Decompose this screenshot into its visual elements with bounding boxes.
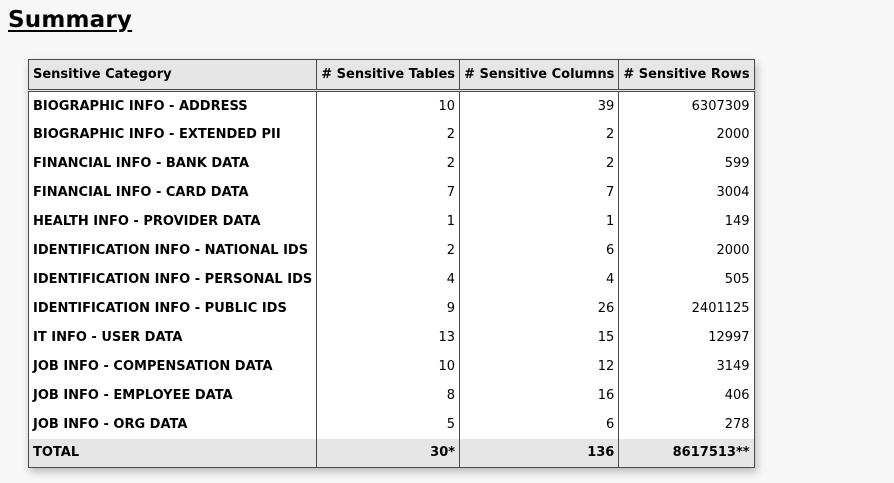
cell-category: IT INFO - USER DATA	[28, 322, 317, 352]
header-sensitive-rows: # Sensitive Rows	[618, 59, 755, 92]
table-row: IDENTIFICATION INFO - PERSONAL IDS 4 4 505	[28, 264, 755, 294]
cell-columns: 26	[459, 293, 619, 323]
cell-columns: 6	[459, 409, 619, 439]
cell-category: IDENTIFICATION INFO - NATIONAL IDS	[28, 235, 317, 265]
cell-rows: 2000	[618, 119, 755, 149]
cell-rows: 149	[618, 206, 755, 236]
cell-rows: 278	[618, 409, 755, 439]
table-row: IDENTIFICATION INFO - PUBLIC IDS 9 26 24011…	[28, 293, 755, 323]
cell-rows: 2401125	[618, 293, 755, 323]
cell-rows: 6307309	[618, 90, 755, 120]
cell-tables: 8	[316, 380, 460, 410]
cell-category: BIOGRAPHIC INFO - ADDRESS	[28, 90, 317, 120]
table-row: BIOGRAPHIC INFO - EXTENDED PII 2 2 2000	[28, 119, 755, 149]
cell-columns: 2	[459, 119, 619, 149]
cell-columns: 39	[459, 90, 619, 120]
table-row: JOB INFO - COMPENSATION DATA 10 12 3149	[28, 351, 755, 381]
cell-columns: 2	[459, 148, 619, 178]
cell-category: JOB INFO - ORG DATA	[28, 409, 317, 439]
cell-columns: 15	[459, 322, 619, 352]
total-columns: 136	[459, 438, 619, 468]
table-row: IDENTIFICATION INFO - NATIONAL IDS 2 6 2000	[28, 235, 755, 265]
total-row: TOTAL 30* 136 8617513**	[28, 438, 755, 468]
cell-columns: 1	[459, 206, 619, 236]
table-body: BIOGRAPHIC INFO - ADDRESS 10 39 6307309 BIOG…	[28, 90, 755, 439]
header-sensitive-category: Sensitive Category	[28, 59, 317, 92]
cell-tables: 13	[316, 322, 460, 352]
cell-tables: 10	[316, 90, 460, 120]
cell-columns: 4	[459, 264, 619, 294]
cell-tables: 9	[316, 293, 460, 323]
table-row: BIOGRAPHIC INFO - ADDRESS 10 39 6307309	[28, 90, 755, 120]
total-rows: 8617513**	[618, 438, 755, 468]
cell-columns: 12	[459, 351, 619, 381]
cell-category: JOB INFO - COMPENSATION DATA	[28, 351, 317, 381]
cell-category: FINANCIAL INFO - CARD DATA	[28, 177, 317, 207]
summary-table: Sensitive Category # Sensitive Tables # …	[28, 59, 755, 468]
cell-rows: 2000	[618, 235, 755, 265]
table-header-row: Sensitive Category # Sensitive Tables # …	[28, 59, 755, 92]
cell-columns: 7	[459, 177, 619, 207]
cell-tables: 7	[316, 177, 460, 207]
page-title: Summary	[8, 7, 133, 33]
cell-tables: 2	[316, 235, 460, 265]
table-row: IT INFO - USER DATA 13 15 12997	[28, 322, 755, 352]
cell-rows: 3004	[618, 177, 755, 207]
table-row: JOB INFO - ORG DATA 5 6 278	[28, 409, 755, 439]
cell-rows: 12997	[618, 322, 755, 352]
table-row: FINANCIAL INFO - CARD DATA 7 7 3004	[28, 177, 755, 207]
cell-rows: 3149	[618, 351, 755, 381]
total-label: TOTAL	[28, 438, 317, 468]
table-row: HEALTH INFO - PROVIDER DATA 1 1 149	[28, 206, 755, 236]
cell-columns: 16	[459, 380, 619, 410]
cell-category: IDENTIFICATION INFO - PUBLIC IDS	[28, 293, 317, 323]
header-sensitive-columns: # Sensitive Columns	[459, 59, 619, 92]
cell-tables: 10	[316, 351, 460, 381]
cell-category: JOB INFO - EMPLOYEE DATA	[28, 380, 317, 410]
table-row: JOB INFO - EMPLOYEE DATA 8 16 406	[28, 380, 755, 410]
cell-rows: 505	[618, 264, 755, 294]
cell-category: FINANCIAL INFO - BANK DATA	[28, 148, 317, 178]
cell-tables: 4	[316, 264, 460, 294]
cell-category: HEALTH INFO - PROVIDER DATA	[28, 206, 317, 236]
cell-rows: 599	[618, 148, 755, 178]
cell-columns: 6	[459, 235, 619, 265]
cell-tables: 1	[316, 206, 460, 236]
cell-tables: 5	[316, 409, 460, 439]
cell-rows: 406	[618, 380, 755, 410]
cell-category: BIOGRAPHIC INFO - EXTENDED PII	[28, 119, 317, 149]
cell-tables: 2	[316, 119, 460, 149]
summary-table-container: Sensitive Category # Sensitive Tables # …	[28, 59, 755, 468]
header-sensitive-tables: # Sensitive Tables	[316, 59, 460, 92]
table-row: FINANCIAL INFO - BANK DATA 2 2 599	[28, 148, 755, 178]
cell-category: IDENTIFICATION INFO - PERSONAL IDS	[28, 264, 317, 294]
total-tables: 30*	[316, 438, 460, 468]
cell-tables: 2	[316, 148, 460, 178]
